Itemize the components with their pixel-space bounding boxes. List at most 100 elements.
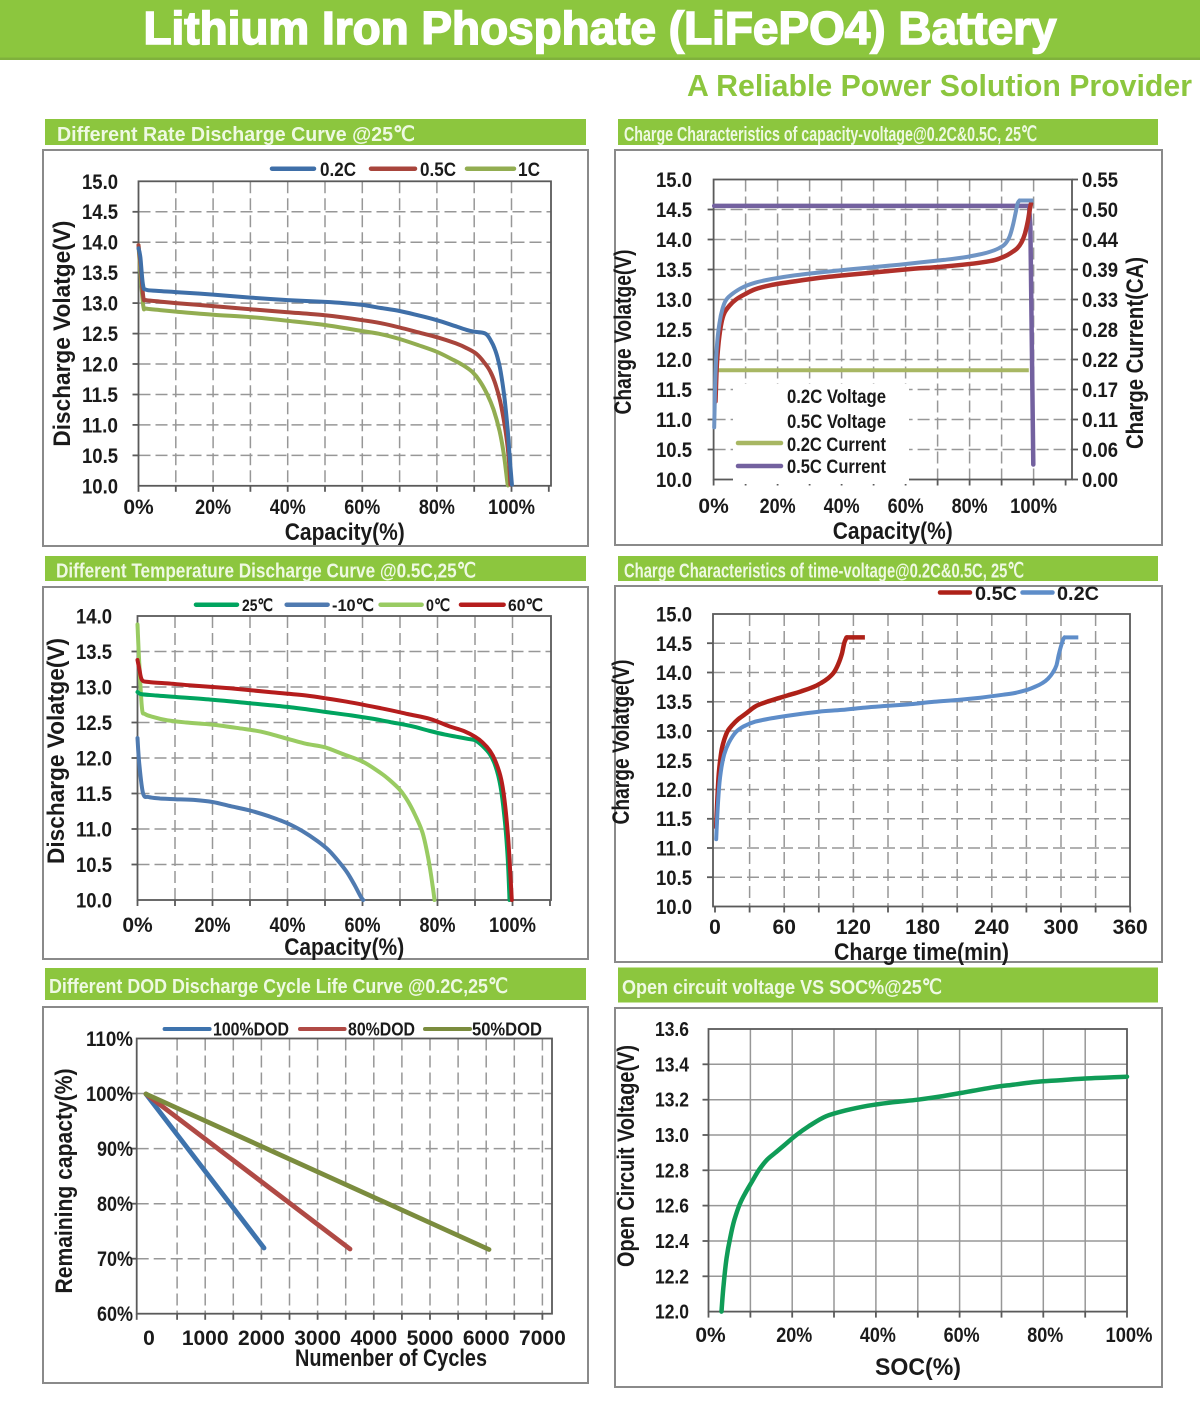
svg-text:Charge Characteristics of cap: Charge Characteristics of capacity-volta… <box>624 123 1037 146</box>
svg-text:180: 180 <box>905 916 940 939</box>
svg-text:0: 0 <box>709 916 721 939</box>
svg-text:Charge Characteristics of tim: Charge Characteristics of time-voltage@0… <box>624 560 1024 583</box>
svg-text:0.28: 0.28 <box>1082 319 1118 342</box>
svg-text:11.0: 11.0 <box>656 409 692 432</box>
svg-text:12.5: 12.5 <box>656 750 692 773</box>
svg-text:13.5: 13.5 <box>656 691 692 714</box>
svg-text:360: 360 <box>1113 916 1148 939</box>
svg-text:Charge Volatge(V): Charge Volatge(V) <box>610 250 637 415</box>
svg-text:0.5C Voltage: 0.5C Voltage <box>787 412 886 433</box>
svg-text:90%: 90% <box>97 1138 133 1161</box>
svg-text:10.0: 10.0 <box>82 475 118 498</box>
svg-text:12.0: 12.0 <box>656 779 692 802</box>
svg-text:4000: 4000 <box>350 1327 397 1350</box>
svg-text:12.5: 12.5 <box>82 323 118 346</box>
svg-text:0.06: 0.06 <box>1082 439 1118 462</box>
svg-text:60%: 60% <box>944 1324 980 1347</box>
svg-text:100%: 100% <box>1010 495 1057 518</box>
svg-text:20%: 20% <box>195 914 231 937</box>
svg-text:15.0: 15.0 <box>656 604 692 627</box>
svg-text:13.5: 13.5 <box>82 262 118 285</box>
svg-text:Different Rate Discharge Curve: Different Rate Discharge Curve @25℃ <box>57 123 415 146</box>
svg-text:Different DOD Discharge Cycle: Different DOD Discharge Cycle Life Curve… <box>49 975 508 998</box>
svg-text:14.5: 14.5 <box>82 201 118 224</box>
svg-text:0.11: 0.11 <box>1082 409 1118 432</box>
svg-text:60: 60 <box>773 916 796 939</box>
svg-text:12.5: 12.5 <box>76 712 112 735</box>
svg-text:80%: 80% <box>97 1193 133 1216</box>
svg-text:80%: 80% <box>419 496 455 519</box>
svg-text:A Reliable Power Solution Prov: A Reliable Power Solution Provider <box>687 68 1192 103</box>
svg-text:13.4: 13.4 <box>655 1054 690 1076</box>
svg-text:13.0: 13.0 <box>82 293 118 316</box>
svg-text:13.5: 13.5 <box>656 259 692 282</box>
svg-text:100%: 100% <box>489 914 536 937</box>
svg-text:11.5: 11.5 <box>656 808 692 831</box>
svg-text:14.5: 14.5 <box>656 199 692 222</box>
svg-text:0.17: 0.17 <box>1082 379 1118 402</box>
svg-text:13.2: 13.2 <box>655 1090 689 1112</box>
svg-text:0.44: 0.44 <box>1082 229 1118 252</box>
svg-text:100%: 100% <box>488 496 535 519</box>
svg-text:120: 120 <box>836 916 871 939</box>
svg-text:60%: 60% <box>345 914 381 937</box>
svg-text:10.5: 10.5 <box>76 854 112 877</box>
svg-text:13.5: 13.5 <box>76 641 112 664</box>
svg-text:80%: 80% <box>420 914 456 937</box>
svg-text:12.2: 12.2 <box>655 1266 689 1288</box>
svg-text:80%: 80% <box>952 495 988 518</box>
svg-text:100%: 100% <box>1106 1324 1153 1347</box>
svg-text:0: 0 <box>143 1327 155 1350</box>
svg-text:10.5: 10.5 <box>82 445 118 468</box>
svg-text:Capacity(%): Capacity(%) <box>285 519 405 546</box>
svg-text:13.0: 13.0 <box>656 289 692 312</box>
svg-text:60%: 60% <box>344 496 380 519</box>
svg-text:20%: 20% <box>776 1324 812 1347</box>
svg-text:0.5C: 0.5C <box>975 584 1017 605</box>
svg-text:0.5C Current: 0.5C Current <box>787 457 887 478</box>
svg-text:0%: 0% <box>122 914 153 937</box>
svg-text:300: 300 <box>1043 916 1078 939</box>
svg-text:11.0: 11.0 <box>76 819 112 842</box>
svg-text:3000: 3000 <box>294 1327 341 1350</box>
svg-text:14.0: 14.0 <box>82 232 118 255</box>
svg-text:Charge time(min): Charge time(min) <box>834 939 1009 966</box>
svg-text:100%DOD: 100%DOD <box>213 1019 289 1040</box>
svg-text:0.55: 0.55 <box>1082 169 1118 192</box>
svg-text:10.5: 10.5 <box>656 867 692 890</box>
svg-text:80%DOD: 80%DOD <box>348 1019 415 1040</box>
svg-text:60℃: 60℃ <box>508 596 543 615</box>
svg-text:7000: 7000 <box>519 1327 566 1350</box>
svg-text:60%: 60% <box>888 495 924 518</box>
svg-text:Charge Current(CA): Charge Current(CA) <box>1122 257 1149 449</box>
svg-text:Discharge Volatge(V): Discharge Volatge(V) <box>49 221 76 447</box>
svg-text:1000: 1000 <box>182 1327 229 1350</box>
svg-text:15.0: 15.0 <box>656 169 692 192</box>
svg-text:11.5: 11.5 <box>76 783 112 806</box>
svg-text:10.0: 10.0 <box>76 890 112 913</box>
svg-text:11.0: 11.0 <box>656 838 692 861</box>
svg-text:12.5: 12.5 <box>656 319 692 342</box>
svg-text:13.0: 13.0 <box>655 1125 689 1147</box>
svg-text:100%: 100% <box>86 1083 133 1106</box>
svg-text:11.5: 11.5 <box>82 384 118 407</box>
svg-text:6000: 6000 <box>463 1327 510 1350</box>
svg-text:-10℃: -10℃ <box>332 596 374 615</box>
svg-text:10.5: 10.5 <box>656 439 692 462</box>
svg-text:11.0: 11.0 <box>82 414 118 437</box>
svg-text:0.33: 0.33 <box>1082 289 1118 312</box>
svg-text:0%: 0% <box>695 1324 726 1347</box>
svg-text:240: 240 <box>974 916 1009 939</box>
svg-text:11.5: 11.5 <box>656 379 692 402</box>
svg-text:13.0: 13.0 <box>76 677 112 700</box>
svg-text:SOC(%): SOC(%) <box>875 1354 961 1381</box>
svg-text:Open Circuit Voltage(V): Open Circuit Voltage(V) <box>613 1045 640 1267</box>
svg-text:Charge Volatge(V): Charge Volatge(V) <box>608 660 635 825</box>
svg-text:20%: 20% <box>760 495 796 518</box>
svg-text:0.22: 0.22 <box>1082 349 1118 372</box>
svg-text:Capacity(%): Capacity(%) <box>833 518 953 545</box>
svg-text:5000: 5000 <box>407 1327 454 1350</box>
svg-text:12.0: 12.0 <box>76 748 112 771</box>
svg-text:12.8: 12.8 <box>655 1160 689 1182</box>
svg-text:0.2C: 0.2C <box>1057 584 1099 605</box>
